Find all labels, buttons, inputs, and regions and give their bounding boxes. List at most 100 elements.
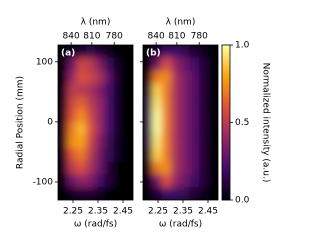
heatmap-cell (85, 96, 96, 110)
heatmap-cell (123, 96, 133, 110)
colorbar-step (222, 55, 230, 59)
colorbar-step (222, 78, 230, 82)
heatmap-cell (199, 122, 209, 136)
heatmap-cell (152, 45, 162, 59)
heatmap-cell (180, 57, 191, 71)
heatmap-cell (208, 174, 218, 188)
colorbar-step (222, 124, 230, 128)
heatmap-cell (58, 174, 68, 188)
heatmap-cell (76, 45, 87, 59)
heatmap (143, 45, 218, 200)
heatmap-cell (95, 109, 106, 123)
heatmap-cell (143, 109, 153, 123)
colorbar-tick-label: 0.5 (235, 118, 249, 128)
colorbar-step (222, 65, 230, 69)
heatmap-cell (76, 83, 87, 97)
heatmap-cell (95, 161, 106, 175)
heatmap-cell (114, 70, 124, 85)
colorbar (222, 44, 230, 201)
axes-frame (57, 44, 134, 201)
heatmap-cell (161, 96, 172, 110)
heatmap-cell (152, 96, 162, 110)
heatmap-cell (85, 45, 96, 59)
heatmap-cell (67, 70, 77, 85)
colorbar-step (222, 142, 230, 147)
heatmap-cell (95, 148, 106, 162)
heatmap-cell (208, 45, 218, 59)
heatmap-cell (123, 70, 133, 85)
colorbar-step (222, 104, 230, 108)
heatmap-cell (180, 45, 191, 59)
heatmap-cell (161, 109, 172, 123)
heatmap-cell (170, 148, 181, 162)
heatmap-cell (104, 187, 115, 200)
heatmap-cell (85, 187, 96, 200)
colorbar-step (222, 49, 230, 54)
heatmap-cell (67, 96, 77, 110)
heatmap-cell (67, 83, 77, 97)
heatmap-cell (199, 161, 209, 175)
heatmap-cell (114, 174, 124, 188)
heatmap-cell (114, 122, 124, 136)
heatmap-cell (152, 122, 162, 136)
colorbar-step (222, 73, 230, 77)
heatmap-cell (114, 109, 124, 123)
heatmap-cell (199, 109, 209, 123)
y-tick-label: -100 (33, 177, 54, 187)
colorbar-step (222, 137, 230, 141)
heatmap-cell (199, 70, 209, 85)
heatmap-cell (143, 122, 153, 136)
colorbar-step (222, 106, 230, 110)
heatmap-cell (152, 109, 162, 123)
colorbar-step (222, 122, 230, 126)
x-axis-label: ω (rad/fs) (74, 220, 117, 230)
heatmap-cell (67, 148, 77, 162)
heatmap-cell (180, 161, 191, 175)
heatmap-cell (67, 109, 77, 123)
heatmap-cell (114, 135, 124, 149)
heatmap-cell (95, 45, 106, 59)
colorbar-step (222, 70, 230, 74)
colorbar-tick-label: 1.0 (235, 41, 250, 51)
colorbar-step (222, 173, 230, 178)
heatmap-cell (76, 174, 87, 188)
colorbar-step (222, 189, 230, 193)
colorbar-step (222, 184, 230, 188)
heatmap-cell (123, 174, 133, 188)
heatmap-cell (114, 83, 124, 97)
heatmap-cell (95, 83, 106, 97)
colorbar-step (222, 75, 230, 79)
heatmap-cell (189, 135, 200, 149)
panel-label: (a) (61, 49, 75, 59)
top-x-axis-label: λ (nm) (81, 18, 111, 28)
colorbar-step (222, 93, 230, 97)
x-tick-label: 2.35 (173, 207, 193, 217)
heatmap-cell (123, 187, 133, 200)
heatmap-cell (104, 96, 115, 110)
heatmap-cell (170, 96, 181, 110)
colorbar-label: Normalized intensity (a.u.) (261, 63, 271, 183)
colorbar-step (222, 44, 230, 48)
colorbar-step (222, 109, 230, 113)
top-x-tick-label: 780 (106, 32, 123, 42)
colorbar-step (222, 67, 230, 72)
colorbar-step (222, 86, 230, 90)
heatmap-cell (180, 174, 191, 188)
top-x-tick-label: 840 (63, 32, 80, 42)
heatmap-cell (152, 187, 162, 200)
heatmap-cell (58, 70, 68, 85)
heatmap-cell (152, 174, 162, 188)
colorbar-step (222, 181, 230, 185)
heatmap-cell (189, 57, 200, 71)
colorbar-step (222, 153, 230, 157)
heatmap-cell (58, 83, 68, 97)
colorbar-step (222, 111, 230, 116)
colorbar-step (222, 47, 230, 51)
heatmap-cell (114, 45, 124, 59)
colorbar-step (222, 101, 230, 105)
colorbar-step (222, 166, 230, 170)
heatmap-cell (95, 57, 106, 71)
heatmap-cell (114, 187, 124, 200)
heatmap-cell (143, 83, 153, 97)
top-x-tick-label: 780 (191, 32, 208, 42)
